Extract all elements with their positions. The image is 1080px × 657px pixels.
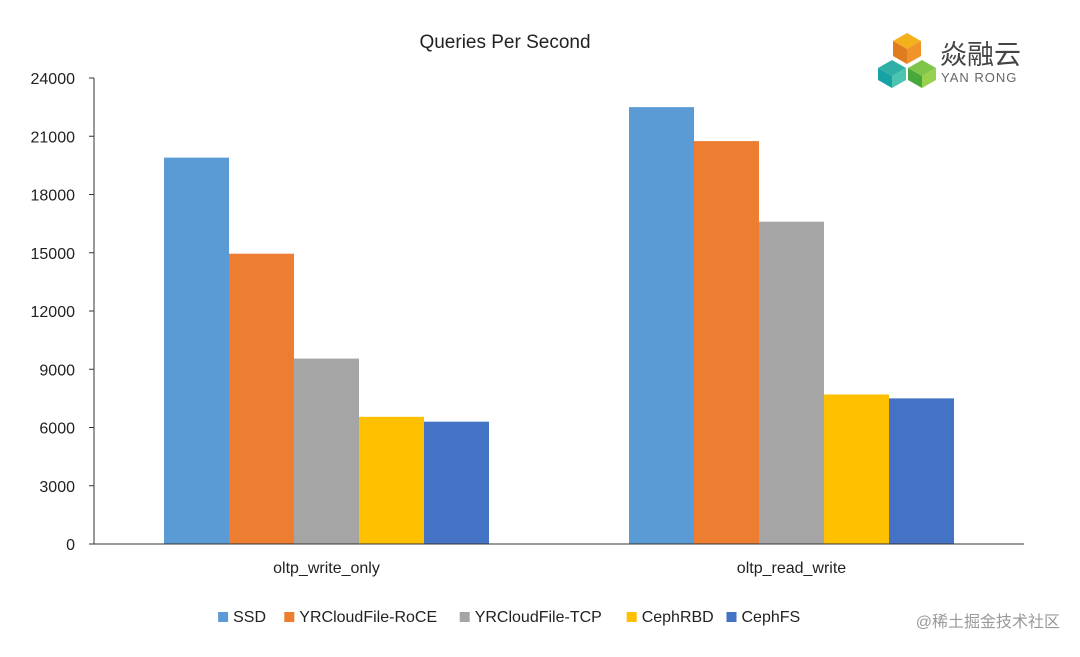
legend-label: CephFS — [742, 609, 801, 626]
legend-label: CephRBD — [642, 609, 714, 626]
x-axis: oltp_write_only oltp_read_write — [94, 543, 1024, 577]
y-axis: 0 3000 6000 9000 12000 15000 18000 21000 24000 — [31, 71, 95, 554]
bar-yrcloudfile-tcp-oltp-write-only — [294, 358, 359, 544]
legend-label: YRCloudFile-TCP — [475, 609, 602, 626]
watermark: @稀土掘金技术社区 — [916, 613, 1060, 631]
legend-swatch — [626, 612, 637, 622]
legend-label: SSD — [233, 609, 266, 626]
legend-item: CephRBD — [626, 609, 714, 626]
x-tick-label: oltp_read_write — [737, 560, 847, 577]
y-tick-label: 9000 — [39, 362, 75, 379]
logo-subtitle: YAN RONG — [941, 70, 1017, 85]
chart-title: Queries Per Second — [419, 32, 590, 53]
bar-cephfs-oltp-write-only — [424, 421, 489, 544]
y-tick-label: 12000 — [31, 304, 76, 321]
bar-yrcloudfile-roce-oltp-write-only — [229, 253, 294, 545]
bar-yrcloudfile-roce-oltp-read-write — [694, 141, 759, 544]
bar-cephrbd-oltp-write-only — [359, 416, 424, 544]
legend-swatch — [459, 612, 470, 622]
legend-swatch — [218, 612, 229, 622]
legend-item: YRCloudFile-RoCE — [284, 609, 437, 626]
yanrong-logo: 焱融云 YAN RONG — [878, 33, 1021, 88]
y-tick-label: 3000 — [39, 479, 75, 496]
bar-cephfs-oltp-read-write — [889, 398, 954, 544]
y-tick-label: 18000 — [31, 188, 76, 205]
y-tick-label: 0 — [66, 537, 75, 554]
legend-item: YRCloudFile-TCP — [459, 609, 602, 626]
bar-ssd-oltp-read-write — [629, 107, 694, 544]
y-tick-label: 15000 — [31, 246, 76, 263]
bar-ssd-oltp-write-only — [164, 157, 229, 544]
legend-swatch — [726, 612, 737, 622]
y-tick-label: 21000 — [31, 129, 76, 146]
legend-item: CephFS — [726, 609, 801, 626]
logo-name: 焱融云 — [940, 40, 1021, 70]
legend: SSD YRCloudFile-RoCE YRCloudFile-TCP CephRB… — [218, 609, 800, 626]
legend-swatch — [284, 612, 295, 622]
x-tick-label: oltp_write_only — [273, 560, 380, 577]
y-tick-label: 6000 — [39, 421, 75, 438]
legend-label: YRCloudFile-RoCE — [299, 609, 437, 626]
bar-yrcloudfile-tcp-oltp-read-write — [759, 221, 824, 544]
cube-logo-icon — [878, 33, 936, 88]
legend-item: SSD — [218, 609, 266, 626]
bar-cephrbd-oltp-read-write — [824, 394, 889, 544]
bars — [164, 107, 954, 545]
y-tick-label: 24000 — [31, 71, 76, 88]
